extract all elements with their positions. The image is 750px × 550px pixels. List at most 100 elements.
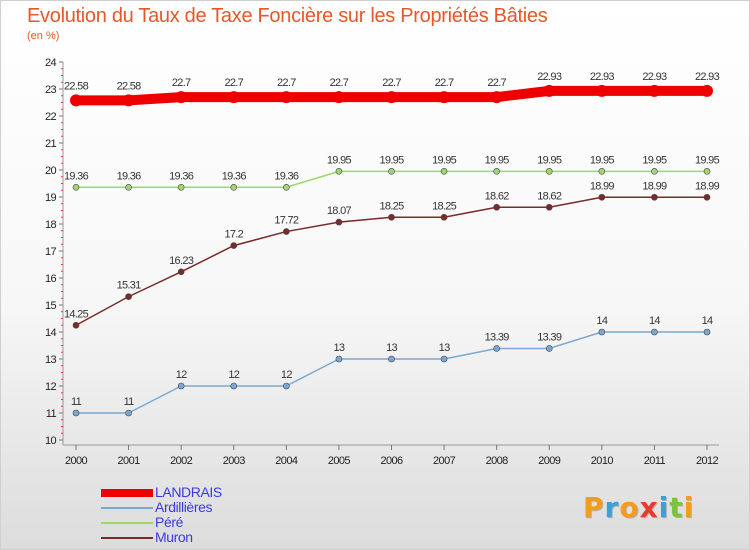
data-point bbox=[545, 345, 553, 352]
data-point bbox=[175, 91, 188, 104]
data-point bbox=[177, 382, 185, 390]
data-label: 18.99 bbox=[590, 180, 615, 192]
data-label: 12 bbox=[176, 369, 187, 381]
data-point bbox=[493, 168, 500, 175]
data-label: 19.36 bbox=[64, 170, 89, 182]
data-label: 22.7 bbox=[382, 77, 401, 89]
y-tick-label: 12 bbox=[45, 381, 57, 393]
x-tick-label: 2012 bbox=[696, 455, 719, 467]
x-tick-label: 2011 bbox=[644, 455, 666, 467]
data-point bbox=[598, 193, 606, 201]
data-point bbox=[230, 382, 238, 390]
logo-letter: t bbox=[669, 491, 684, 524]
y-tick-label: 15 bbox=[45, 300, 57, 312]
data-label: 17.72 bbox=[274, 215, 299, 227]
data-point bbox=[598, 328, 606, 336]
data-point bbox=[543, 84, 556, 97]
x-tick-label: 2010 bbox=[591, 455, 614, 467]
data-label: 18.07 bbox=[327, 205, 352, 217]
legend-item: Péré bbox=[101, 514, 321, 530]
data-label: 22.58 bbox=[64, 80, 89, 92]
data-label: 19.36 bbox=[169, 170, 194, 182]
data-label: 22.7 bbox=[224, 77, 243, 89]
data-point bbox=[332, 91, 345, 104]
legend-swatch bbox=[101, 489, 153, 497]
legend-swatch bbox=[101, 522, 153, 524]
data-point bbox=[388, 355, 395, 363]
data-label: 13 bbox=[439, 342, 450, 354]
data-point bbox=[125, 293, 132, 300]
data-point bbox=[72, 321, 80, 329]
legend-label: Péré bbox=[155, 514, 183, 530]
data-label: 11 bbox=[124, 396, 135, 408]
x-tick-label: 2000 bbox=[65, 455, 88, 467]
data-point bbox=[651, 328, 658, 336]
data-label: 14 bbox=[649, 315, 660, 327]
data-label: 13.39 bbox=[537, 331, 562, 343]
data-label: 19.36 bbox=[274, 170, 299, 182]
data-point bbox=[125, 183, 132, 191]
y-tick-label: 23 bbox=[45, 84, 57, 96]
data-point bbox=[438, 91, 451, 104]
data-point bbox=[283, 183, 290, 191]
data-label: 22.93 bbox=[695, 71, 720, 83]
data-point bbox=[283, 382, 290, 390]
chart-subtitle: (en %) bbox=[27, 30, 60, 42]
data-label: 18.62 bbox=[485, 190, 510, 202]
data-point bbox=[388, 213, 395, 221]
data-label: 18.25 bbox=[379, 200, 404, 212]
data-point bbox=[648, 84, 661, 97]
data-point bbox=[122, 94, 135, 107]
y-tick-label: 19 bbox=[45, 192, 57, 204]
data-point bbox=[440, 168, 448, 175]
chart-legend: LANDRAIS Ardillières Péré Muron bbox=[101, 484, 321, 545]
data-label: 13 bbox=[333, 342, 344, 354]
data-point bbox=[335, 218, 343, 226]
y-tick-label: 24 bbox=[45, 57, 57, 69]
x-tick-label: 2008 bbox=[486, 455, 509, 467]
data-label: 14 bbox=[702, 315, 713, 327]
y-tick-label: 16 bbox=[45, 273, 57, 285]
x-tick-label: 2004 bbox=[275, 455, 298, 467]
y-tick-label: 21 bbox=[45, 138, 57, 150]
data-label: 19.36 bbox=[222, 170, 247, 182]
data-point bbox=[283, 228, 290, 235]
logo-letter: x bbox=[639, 491, 659, 524]
data-point bbox=[335, 355, 343, 363]
legend-swatch bbox=[101, 537, 153, 539]
data-point bbox=[651, 193, 658, 201]
data-point bbox=[280, 91, 293, 104]
logo-letter: i bbox=[658, 491, 670, 524]
proxiti-logo: Proxiti bbox=[583, 491, 694, 524]
logo-letter: i bbox=[683, 491, 695, 524]
legend-label: Muron bbox=[155, 529, 193, 545]
data-point bbox=[595, 84, 608, 97]
data-point bbox=[440, 213, 448, 221]
data-label: 22.7 bbox=[277, 77, 296, 89]
data-point bbox=[490, 91, 503, 104]
data-label: 19.95 bbox=[695, 154, 720, 166]
x-tick-label: 2009 bbox=[538, 455, 561, 467]
data-label: 15.31 bbox=[117, 280, 142, 292]
data-label: 22.7 bbox=[435, 77, 454, 89]
data-label: 22.93 bbox=[590, 71, 615, 83]
data-point bbox=[70, 94, 82, 107]
data-point bbox=[177, 183, 185, 191]
data-label: 11 bbox=[71, 396, 82, 408]
data-point bbox=[385, 91, 398, 104]
data-point bbox=[230, 242, 238, 249]
data-label: 22.7 bbox=[487, 77, 506, 89]
data-point bbox=[177, 268, 185, 276]
legend-swatch bbox=[101, 507, 153, 509]
legend-label: LANDRAIS bbox=[155, 484, 222, 500]
data-label: 18.99 bbox=[695, 180, 720, 192]
y-tick-label: 20 bbox=[45, 165, 57, 177]
logo-letter: P bbox=[583, 491, 605, 524]
data-label: 22.93 bbox=[642, 71, 667, 83]
data-point bbox=[493, 345, 500, 352]
y-tick-label: 22 bbox=[45, 111, 57, 123]
y-tick-label: 10 bbox=[45, 435, 57, 447]
data-point bbox=[545, 203, 553, 211]
